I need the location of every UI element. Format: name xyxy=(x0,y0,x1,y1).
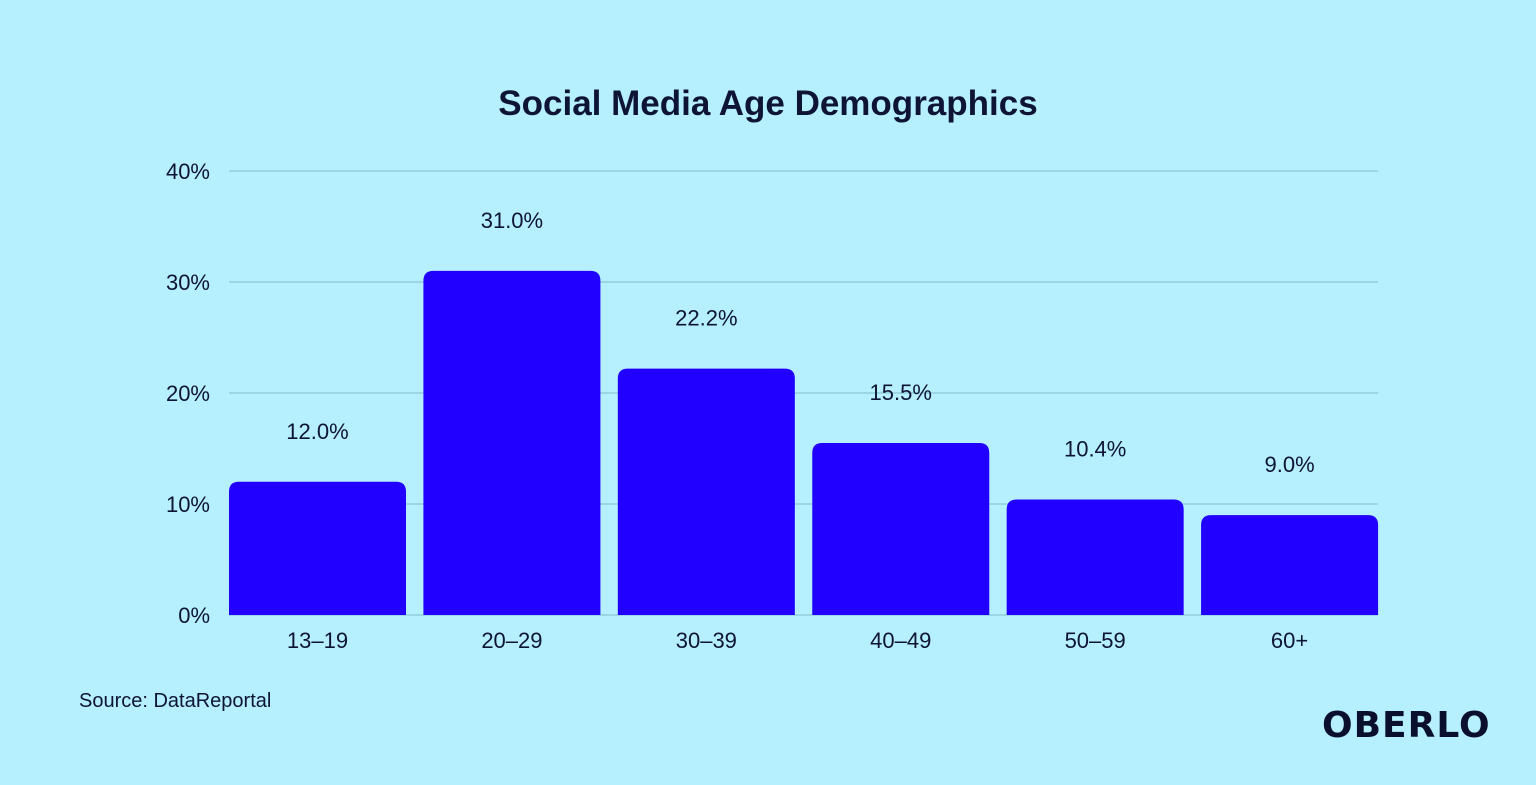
oberlo-logo: OBERLO xyxy=(1322,705,1491,746)
x-tick-label: 50–59 xyxy=(1065,628,1126,653)
y-tick-label: 0% xyxy=(178,603,210,628)
y-tick-label: 40% xyxy=(166,159,210,184)
data-label: 31.0% xyxy=(481,208,543,233)
data-label: 12.0% xyxy=(286,419,348,444)
bar xyxy=(812,442,990,615)
bar xyxy=(229,481,406,615)
bar xyxy=(617,368,795,615)
y-tick-label: 30% xyxy=(166,270,210,295)
bar xyxy=(1201,515,1379,615)
x-tick-label: 40–49 xyxy=(870,628,931,653)
bar xyxy=(1006,499,1184,615)
bar xyxy=(423,270,601,615)
data-label: 22.2% xyxy=(675,306,737,331)
data-label: 15.5% xyxy=(870,380,932,405)
x-tick-label: 20–29 xyxy=(481,628,542,653)
x-tick-label: 13–19 xyxy=(287,628,348,653)
data-label: 9.0% xyxy=(1265,452,1315,477)
x-tick-label: 60+ xyxy=(1271,628,1308,653)
y-tick-label: 10% xyxy=(166,492,210,517)
data-label: 10.4% xyxy=(1064,437,1126,462)
x-tick-label: 30–39 xyxy=(676,628,737,653)
source-note: Source: DataReportal xyxy=(79,690,272,712)
y-tick-label: 20% xyxy=(166,381,210,406)
chart-title: Social Media Age Demographics xyxy=(498,84,1038,123)
